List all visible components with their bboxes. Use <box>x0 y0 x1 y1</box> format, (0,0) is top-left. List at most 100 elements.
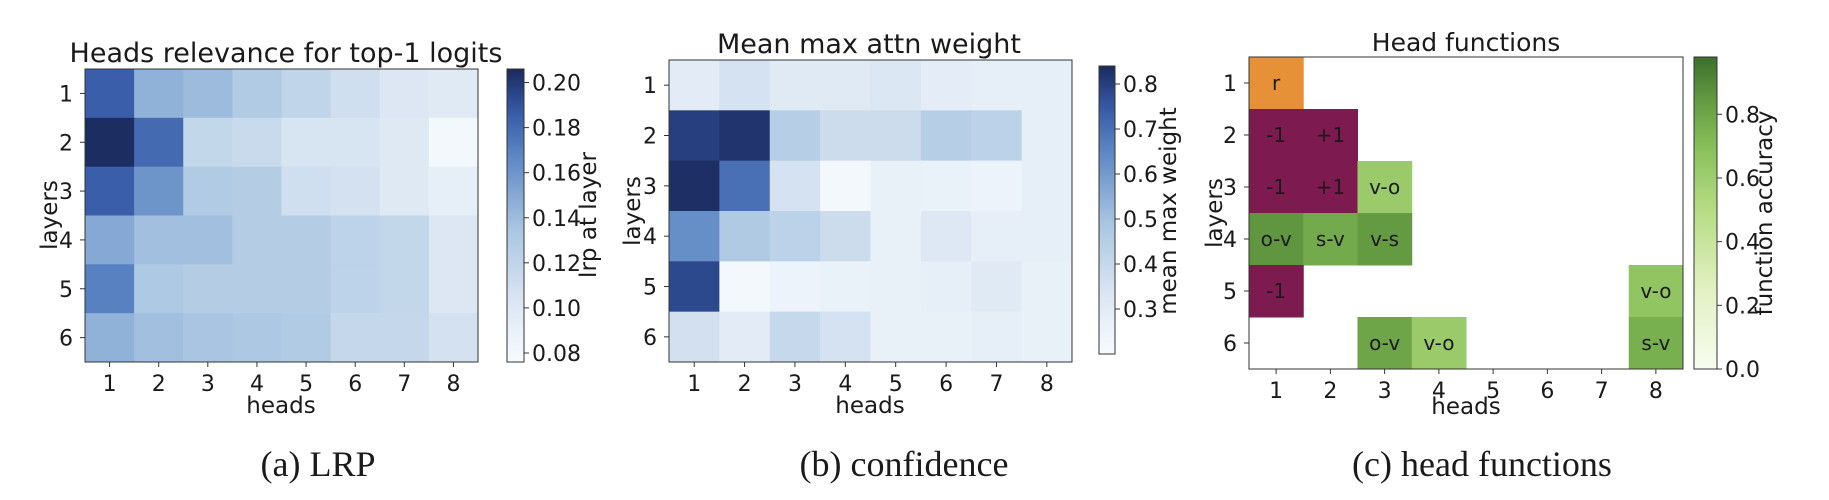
colorbar-tick-label: 0.08 <box>532 342 581 367</box>
colorbar-gradient <box>1098 65 1116 355</box>
heatmap-cell <box>379 313 430 363</box>
functions-x-ticks: 1 2 3 4 5 6 7 8 <box>1269 369 1663 404</box>
x-tick-label: 1 <box>103 372 117 397</box>
x-tick-label: 6 <box>939 372 953 397</box>
heatmap-cell <box>232 166 282 216</box>
heatmap-cell <box>820 261 871 313</box>
heatmap-cell <box>428 69 479 119</box>
x-tick-label: 8 <box>1040 372 1054 397</box>
function-cell <box>1303 109 1358 162</box>
colorbar-tick-label: 0.6 <box>1725 167 1760 192</box>
colorbar-tick-label: 0.4 <box>1123 253 1158 278</box>
heatmap-cell <box>669 110 720 162</box>
function-cell <box>1303 161 1358 214</box>
heatmap-cell <box>769 261 821 313</box>
x-tick-label: 6 <box>1540 379 1554 404</box>
y-tick-label: 4 <box>1223 228 1237 253</box>
heatmap-cell <box>281 166 332 216</box>
heatmap-cell <box>183 69 233 119</box>
heatmap-cell <box>428 313 479 363</box>
x-tick-label: 3 <box>201 372 215 397</box>
heatmap-cell <box>669 311 720 363</box>
heatmap-cell <box>1021 60 1073 111</box>
heatmap-cell <box>428 166 479 216</box>
heatmap-cell <box>920 60 972 111</box>
heatmap-cell <box>134 69 184 119</box>
heatmap-cell <box>281 264 332 314</box>
heatmap-cell <box>134 117 184 168</box>
lrp-title: Heads relevance for top-1 logits <box>70 38 503 69</box>
heatmap-cell <box>971 60 1023 111</box>
functions-colorbar-label: function accuracy <box>1752 110 1778 315</box>
heatmap-cell <box>281 69 332 119</box>
x-tick-label: 7 <box>989 372 1003 397</box>
colorbar-tick-label: 0.18 <box>532 117 581 142</box>
function-cell-label: o-v <box>1261 227 1292 251</box>
heatmap-cell <box>769 311 821 363</box>
heatmap-cell <box>1021 211 1073 262</box>
heatmap-cell <box>820 311 871 363</box>
x-tick-label: 4 <box>250 372 264 397</box>
colorbar-tick-label: 0.5 <box>1123 208 1158 233</box>
functions-plot-frame <box>1248 56 1684 370</box>
function-cell <box>1249 265 1304 318</box>
heatmap-cell <box>1021 110 1073 162</box>
heatmap-cell <box>920 211 972 262</box>
function-cell-label: s-v <box>1641 331 1670 355</box>
heatmap-cell <box>330 215 381 265</box>
function-cell <box>1357 317 1413 370</box>
colorbar-tick-label: 0.3 <box>1123 298 1158 323</box>
x-tick-label: 7 <box>397 372 411 397</box>
heatmap-cell <box>1021 160 1073 212</box>
function-cell <box>1628 317 1684 370</box>
confidence-title: Mean max attn weight <box>717 29 1021 60</box>
heatmap-cell <box>379 264 430 314</box>
colorbar-tick-label: 0.8 <box>1725 103 1760 128</box>
confidence-y-ticks: 1 2 3 4 5 6 <box>643 74 669 351</box>
heatmap-cell <box>971 211 1023 262</box>
x-tick-label: 5 <box>1486 379 1500 404</box>
x-tick-label: 1 <box>1269 379 1283 404</box>
heatmap-cell <box>920 261 972 313</box>
x-tick-label: 5 <box>299 372 313 397</box>
lrp-colorbar: 0.08 0.10 0.12 0.14 0.16 0.18 0.20 <box>506 68 581 367</box>
function-cell-label: -1 <box>1266 175 1286 199</box>
lrp-x-ticks: 1 2 3 4 5 6 7 8 <box>103 362 460 397</box>
function-cell <box>1357 161 1413 214</box>
heatmap-cell <box>183 166 233 216</box>
heatmap-cell <box>971 160 1023 212</box>
function-cell <box>1249 109 1304 162</box>
heatmap-cell <box>870 160 922 212</box>
heatmap-cell <box>232 117 282 168</box>
confidence-plot-frame <box>668 59 1073 363</box>
lrp-x-label: heads <box>246 393 315 419</box>
heatmap-cell <box>920 110 972 162</box>
heatmap-cell <box>134 166 184 216</box>
heatmap-cell <box>920 160 972 212</box>
heatmap-cell <box>870 211 922 262</box>
heatmap-cell <box>669 261 720 313</box>
heatmap-cell <box>719 60 771 111</box>
colorbar-tick-label: 0.6 <box>1123 163 1158 188</box>
colorbar-tick-label: 0.2 <box>1725 294 1760 319</box>
function-cell-label: o-v <box>1369 331 1400 355</box>
heatmap-cell <box>232 313 282 363</box>
y-tick-label: 3 <box>643 175 657 200</box>
colorbar-tick-label: 0.10 <box>532 297 581 322</box>
functions-y-ticks: 1 2 3 4 5 6 <box>1223 72 1249 357</box>
heatmap-cell <box>85 117 135 168</box>
colorbar-tick-label: 0.16 <box>532 162 581 187</box>
y-tick-label: 1 <box>643 74 657 99</box>
function-cell <box>1303 213 1358 266</box>
x-tick-label: 7 <box>1595 379 1609 404</box>
function-cell-label: v-o <box>1640 279 1671 303</box>
heatmap-cell <box>232 69 282 119</box>
heatmap-cell <box>134 215 184 265</box>
heatmap-cell <box>281 117 332 168</box>
x-tick-label: 4 <box>838 372 852 397</box>
heatmap-cell <box>669 211 720 262</box>
heatmap-cell <box>134 264 184 314</box>
heatmap-cell <box>134 313 184 363</box>
y-tick-label: 1 <box>1223 72 1237 97</box>
